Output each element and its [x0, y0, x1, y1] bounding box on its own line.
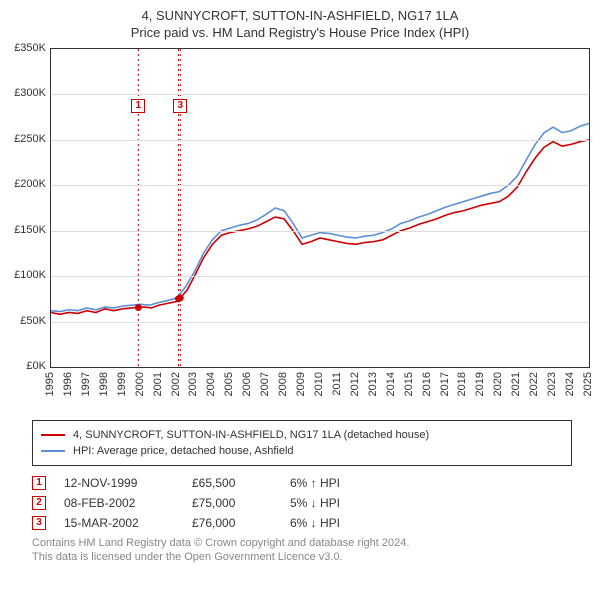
- y-tick-label: £350K: [14, 42, 46, 54]
- transaction-diff: 6% ↓ HPI: [290, 516, 380, 530]
- x-tick-label: 1997: [80, 372, 92, 396]
- y-tick-label: £100K: [14, 269, 46, 281]
- transaction-row: 1 12-NOV-1999 £65,500 6% ↑ HPI: [32, 476, 572, 490]
- x-tick-label: 2009: [295, 372, 307, 396]
- x-tick-label: 2000: [134, 372, 146, 396]
- sale-point: [177, 294, 184, 301]
- x-tick-label: 2010: [313, 372, 325, 396]
- x-tick-label: 2005: [223, 372, 235, 396]
- x-tick-label: 2004: [205, 372, 217, 396]
- legend-label: HPI: Average price, detached house, Ashf…: [73, 443, 294, 459]
- y-tick-label: £0K: [26, 360, 46, 372]
- transaction-price: £75,000: [192, 496, 272, 510]
- legend-item: HPI: Average price, detached house, Ashf…: [41, 443, 563, 459]
- x-tick-label: 1996: [62, 372, 74, 396]
- marker-flag: 3: [173, 99, 187, 113]
- x-tick-label: 2025: [582, 372, 594, 396]
- sale-point: [135, 304, 142, 311]
- grid-line: [51, 140, 589, 141]
- y-axis: £0K£50K£100K£150K£200K£250K£300K£350K: [0, 48, 50, 368]
- x-tick-label: 2022: [528, 372, 540, 396]
- transaction-row: 3 15-MAR-2002 £76,000 6% ↓ HPI: [32, 516, 572, 530]
- transaction-price: £65,500: [192, 476, 272, 490]
- x-tick-label: 2021: [510, 372, 522, 396]
- x-tick-label: 2001: [152, 372, 164, 396]
- y-tick-label: £300K: [14, 87, 46, 99]
- series-line-1: [51, 124, 589, 312]
- y-tick-label: £200K: [14, 178, 46, 190]
- transaction-price: £76,000: [192, 516, 272, 530]
- y-tick-label: £50K: [20, 315, 46, 327]
- transaction-date: 15-MAR-2002: [64, 516, 174, 530]
- attribution-line-2: This data is licensed under the Open Gov…: [32, 550, 572, 564]
- x-tick-label: 2024: [564, 372, 576, 396]
- transaction-date: 12-NOV-1999: [64, 476, 174, 490]
- x-tick-label: 2002: [170, 372, 182, 396]
- chart-title: 4, SUNNYCROFT, SUTTON-IN-ASHFIELD, NG17 …: [0, 8, 600, 23]
- x-tick-label: 2008: [277, 372, 289, 396]
- legend-label: 4, SUNNYCROFT, SUTTON-IN-ASHFIELD, NG17 …: [73, 427, 429, 443]
- y-tick-label: £150K: [14, 224, 46, 236]
- x-tick-label: 1998: [98, 372, 110, 396]
- transaction-diff: 5% ↓ HPI: [290, 496, 380, 510]
- attribution: Contains HM Land Registry data © Crown c…: [32, 536, 572, 564]
- x-tick-label: 2018: [456, 372, 468, 396]
- x-tick-label: 2007: [259, 372, 271, 396]
- legend-item: 4, SUNNYCROFT, SUTTON-IN-ASHFIELD, NG17 …: [41, 427, 563, 443]
- plot-svg: [51, 49, 589, 367]
- attribution-line-1: Contains HM Land Registry data © Crown c…: [32, 536, 572, 550]
- x-tick-label: 2017: [439, 372, 451, 396]
- series-line-0: [51, 140, 589, 314]
- x-tick-label: 2006: [241, 372, 253, 396]
- x-tick-label: 1999: [116, 372, 128, 396]
- transaction-index: 3: [32, 516, 46, 530]
- x-tick-label: 2016: [421, 372, 433, 396]
- transaction-date: 08-FEB-2002: [64, 496, 174, 510]
- transactions-table: 1 12-NOV-1999 £65,500 6% ↑ HPI 2 08-FEB-2002 £…: [32, 476, 572, 530]
- grid-line: [51, 231, 589, 232]
- x-tick-label: 1995: [44, 372, 56, 396]
- legend-swatch: [41, 450, 65, 452]
- grid-line: [51, 94, 589, 95]
- x-tick-label: 2019: [474, 372, 486, 396]
- y-tick-label: £250K: [14, 133, 46, 145]
- marker-flag: 1: [131, 99, 145, 113]
- grid-line: [51, 276, 589, 277]
- transaction-diff: 6% ↑ HPI: [290, 476, 380, 490]
- grid-line: [51, 322, 589, 323]
- x-tick-label: 2011: [331, 372, 343, 396]
- transaction-index: 1: [32, 476, 46, 490]
- x-tick-label: 2013: [367, 372, 379, 396]
- legend-swatch: [41, 434, 65, 436]
- transaction-row: 2 08-FEB-2002 £75,000 5% ↓ HPI: [32, 496, 572, 510]
- x-tick-label: 2015: [403, 372, 415, 396]
- chart-area: £0K£50K£100K£150K£200K£250K£300K£350K 13…: [0, 48, 600, 418]
- plot-area: 13: [50, 48, 590, 368]
- chart-subtitle: Price paid vs. HM Land Registry's House …: [0, 25, 600, 40]
- x-axis: 1995199619971998199920002001200220032004…: [50, 368, 590, 418]
- x-tick-label: 2012: [349, 372, 361, 396]
- x-tick-label: 2014: [385, 372, 397, 396]
- grid-line: [51, 185, 589, 186]
- x-tick-label: 2003: [187, 372, 199, 396]
- legend: 4, SUNNYCROFT, SUTTON-IN-ASHFIELD, NG17 …: [32, 420, 572, 466]
- transaction-index: 2: [32, 496, 46, 510]
- x-tick-label: 2023: [546, 372, 558, 396]
- x-tick-label: 2020: [492, 372, 504, 396]
